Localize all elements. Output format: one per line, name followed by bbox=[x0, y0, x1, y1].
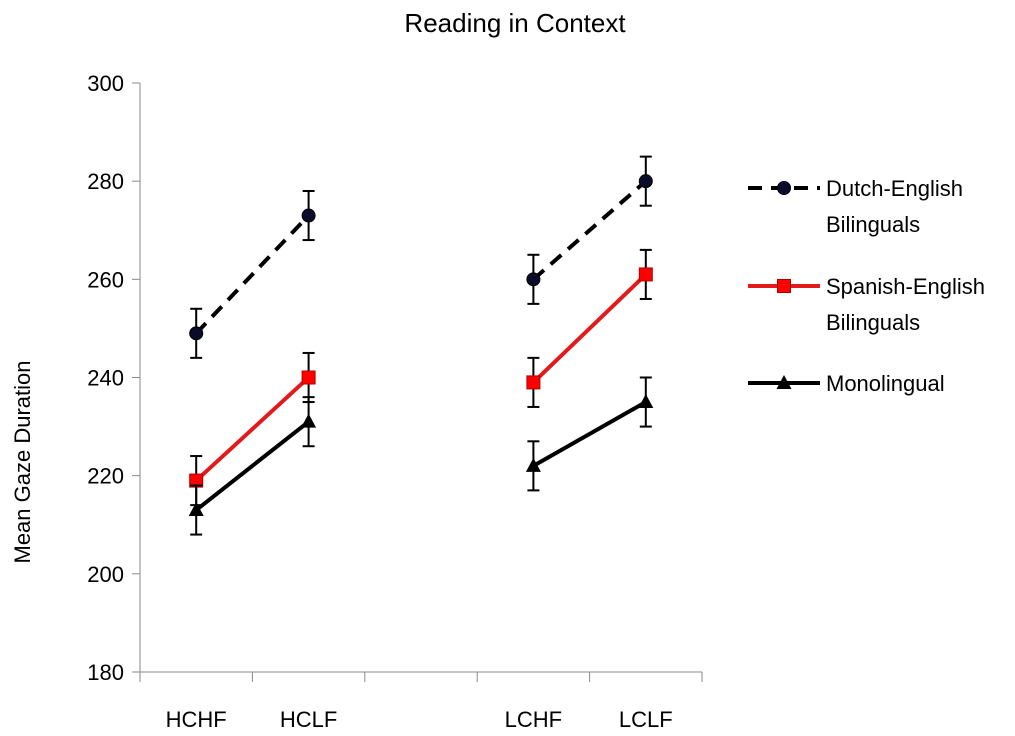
circle-marker bbox=[777, 181, 791, 195]
series-3 bbox=[188, 376, 654, 536]
y-tick-label: 260 bbox=[87, 267, 124, 292]
series-line-segment bbox=[194, 376, 310, 483]
legend-entry-1: Dutch-English Bilinguals bbox=[748, 176, 963, 237]
legend-label: Bilinguals bbox=[826, 310, 920, 335]
legend-entry-3: Monolingual bbox=[748, 371, 945, 396]
x-tick-label: HCLF bbox=[280, 707, 337, 732]
triangle-marker bbox=[638, 394, 654, 409]
square-marker bbox=[777, 279, 791, 293]
triangle-marker bbox=[776, 375, 792, 389]
y-tick-label: 240 bbox=[87, 366, 124, 391]
triangle-marker bbox=[188, 502, 204, 517]
circle-marker bbox=[301, 208, 316, 223]
legend-label: Dutch-English bbox=[826, 176, 963, 201]
triangle-marker bbox=[301, 413, 317, 428]
series-line-segment bbox=[532, 400, 647, 468]
series-line-segment bbox=[532, 272, 648, 384]
legend: Dutch-English Bilinguals Spanish-English Bi… bbox=[748, 176, 985, 396]
series-line-segment bbox=[194, 420, 310, 512]
axes: 180 200 220 240 260 280 300 HCHF HCLF LCHF LCLF bbox=[87, 71, 703, 732]
legend-entry-2: Spanish-English Bilinguals bbox=[748, 274, 985, 335]
series-line-segment bbox=[194, 214, 311, 335]
circle-marker bbox=[189, 326, 204, 341]
legend-label: Spanish-English bbox=[826, 274, 985, 299]
x-tick-label: HCHF bbox=[166, 707, 227, 732]
circle-marker bbox=[638, 174, 653, 189]
y-tick-label: 200 bbox=[87, 562, 124, 587]
y-tick-label: 300 bbox=[87, 71, 124, 96]
series-group bbox=[188, 155, 654, 536]
square-marker bbox=[638, 267, 653, 282]
x-tick-label: LCHF bbox=[505, 707, 562, 732]
square-marker bbox=[301, 370, 316, 385]
x-tick-label: LCLF bbox=[619, 707, 673, 732]
triangle-marker bbox=[525, 457, 541, 472]
y-tick-label: 220 bbox=[87, 464, 124, 489]
series-line-segment bbox=[532, 179, 648, 281]
series-2 bbox=[189, 248, 653, 507]
circle-marker bbox=[526, 272, 541, 287]
legend-label: Bilinguals bbox=[826, 212, 920, 237]
y-tick-label: 280 bbox=[87, 169, 124, 194]
series-1 bbox=[189, 155, 653, 359]
y-tick-label: 180 bbox=[87, 660, 124, 685]
legend-label: Monolingual bbox=[826, 371, 945, 396]
square-marker bbox=[526, 375, 541, 390]
chart-title: Reading in Context bbox=[404, 8, 626, 38]
y-axis-label: Mean Gaze Duration bbox=[10, 361, 35, 564]
